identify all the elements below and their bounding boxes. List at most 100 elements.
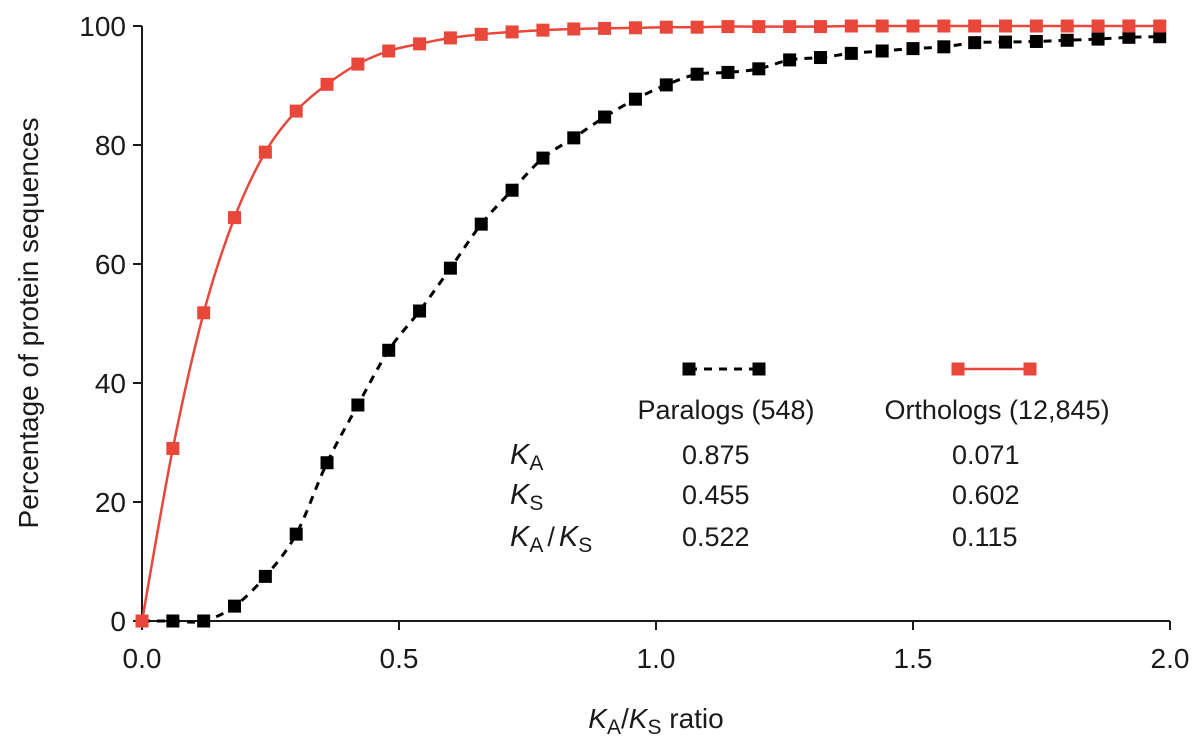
data-point-orthologs <box>813 20 827 34</box>
stat-label-kaks-slash: / <box>547 522 555 552</box>
stat-label-kaks-k2: K <box>559 521 580 553</box>
data-point-paralogs <box>443 261 457 275</box>
data-point-orthologs <box>844 19 858 33</box>
data-point-paralogs <box>1029 34 1043 48</box>
x-tick-label: 1.0 <box>637 643 676 674</box>
stat-label-ks-k: K <box>510 479 531 511</box>
legend-swatch-paralogs <box>682 362 766 376</box>
data-point-orthologs <box>382 44 396 58</box>
data-point-orthologs <box>1122 19 1136 33</box>
x-axis-title: KA/KS ratio <box>588 703 723 739</box>
legend-marker-orthologs <box>951 362 965 376</box>
data-point-orthologs <box>1029 19 1043 33</box>
x-axis-title-slash: / <box>621 703 629 734</box>
data-point-paralogs <box>598 110 612 124</box>
data-point-paralogs <box>567 131 581 145</box>
data-point-orthologs <box>197 306 211 320</box>
y-tick-label: 20 <box>95 487 126 518</box>
x-axis-title-k1: K <box>588 703 608 734</box>
legend-marker-paralogs <box>752 362 766 376</box>
data-point-paralogs <box>690 67 704 81</box>
data-point-orthologs <box>628 21 642 35</box>
legend-marker-orthologs <box>1023 362 1037 376</box>
legend-swatch-orthologs <box>951 362 1037 376</box>
data-point-orthologs <box>968 19 982 33</box>
series-orthologs <box>135 19 1167 628</box>
data-point-orthologs <box>875 19 889 33</box>
x-axis-title-k2: K <box>629 703 649 734</box>
legend: Paralogs (548) Orthologs (12,845) <box>637 362 1110 425</box>
data-point-paralogs <box>721 65 735 79</box>
data-point-orthologs <box>1153 19 1167 33</box>
series-layer <box>135 19 1167 628</box>
data-point-orthologs <box>1060 19 1074 33</box>
y-tick-label: 40 <box>95 368 126 399</box>
y-axis-title: Percentage of protein sequences <box>13 118 44 529</box>
data-point-orthologs <box>721 20 735 34</box>
data-point-orthologs <box>1091 19 1105 33</box>
data-point-orthologs <box>474 27 488 41</box>
legend-label-orthologs: Orthologs (12,845) <box>884 395 1109 425</box>
stat-row-label-ka: KA <box>510 439 543 475</box>
stat-orthologs-ka-ks: 0.115 <box>952 522 1018 552</box>
data-point-paralogs <box>844 46 858 60</box>
legend-marker-paralogs <box>682 362 696 376</box>
y-tick-label: 60 <box>95 249 126 280</box>
stats-table: KA KS KA / KS 0.875 0.455 0.522 0.071 0.60… <box>510 439 1020 557</box>
data-point-orthologs <box>937 19 951 33</box>
stat-label-kaks-k1: K <box>510 521 531 553</box>
data-point-paralogs <box>813 51 827 65</box>
stat-paralogs-ks: 0.455 <box>682 480 750 510</box>
data-point-paralogs <box>197 614 211 628</box>
stat-label-ks-sub: S <box>529 492 543 515</box>
x-tick-label: 1.5 <box>894 643 933 674</box>
data-point-paralogs <box>228 599 242 613</box>
series-line-paralogs <box>142 35 1160 624</box>
data-point-paralogs <box>1060 33 1074 47</box>
stat-paralogs-ka-ks: 0.522 <box>682 522 750 552</box>
x-axis-title-sub-s: S <box>647 716 661 739</box>
data-point-orthologs <box>135 614 149 628</box>
data-point-orthologs <box>999 19 1013 33</box>
data-point-orthologs <box>659 20 673 34</box>
stat-label-ka-sub: A <box>529 452 543 475</box>
data-point-orthologs <box>598 21 612 35</box>
data-point-paralogs <box>1122 30 1136 44</box>
data-point-orthologs <box>289 104 303 118</box>
data-point-orthologs <box>567 22 581 36</box>
data-point-paralogs <box>474 217 488 231</box>
data-point-paralogs <box>628 92 642 106</box>
data-point-orthologs <box>320 77 334 91</box>
y-tick-label: 100 <box>79 11 126 42</box>
data-point-paralogs <box>536 151 550 165</box>
data-point-orthologs <box>536 23 550 37</box>
stat-row-label-ka-ks: KA / KS <box>510 521 592 557</box>
data-point-orthologs <box>505 25 519 39</box>
stat-paralogs-ka: 0.875 <box>682 440 750 470</box>
data-point-orthologs <box>351 57 365 71</box>
data-point-paralogs <box>937 40 951 54</box>
data-point-paralogs <box>166 614 180 628</box>
data-point-paralogs <box>968 36 982 50</box>
data-point-paralogs <box>258 569 272 583</box>
x-ticks: 0.0 0.5 1.0 1.5 2.0 <box>123 621 1189 674</box>
y-ticks: 0 20 40 60 80 100 <box>79 11 142 637</box>
data-point-paralogs <box>1153 30 1167 44</box>
x-tick-label: 0.5 <box>380 643 419 674</box>
data-point-orthologs <box>258 145 272 159</box>
data-point-paralogs <box>783 53 797 67</box>
stat-row-label-ks: KS <box>510 479 543 515</box>
data-point-paralogs <box>351 398 365 412</box>
stat-label-kaks-sub-s: S <box>578 534 592 557</box>
data-point-orthologs <box>443 31 457 45</box>
axes: 0 20 40 60 80 100 0.0 0.5 1.0 1.5 2.0 <box>79 11 1189 674</box>
data-point-paralogs <box>413 304 427 318</box>
data-point-paralogs <box>1091 32 1105 46</box>
data-point-orthologs <box>690 20 704 34</box>
stat-label-ka-k: K <box>510 439 531 471</box>
data-point-orthologs <box>413 37 427 51</box>
x-tick-label: 0.0 <box>123 643 162 674</box>
stat-orthologs-ka: 0.071 <box>952 440 1020 470</box>
data-point-orthologs <box>783 20 797 34</box>
